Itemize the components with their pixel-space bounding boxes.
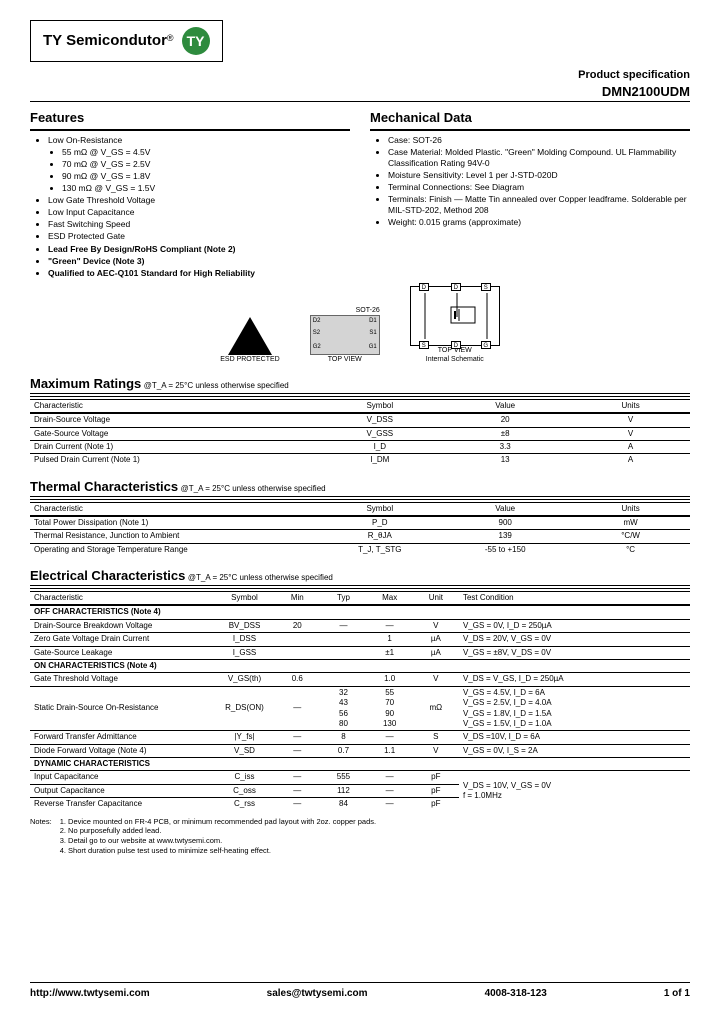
- note-item: 3. Detail go to our website at www.twtys…: [60, 836, 376, 846]
- table-row: Gate-Source LeakageI_GSS±1µAV_GS = ±8V, …: [30, 646, 690, 659]
- feature-item: Fast Switching Speed: [48, 219, 350, 230]
- part-number: DMN2100UDM: [30, 84, 690, 101]
- feature-item: Low Gate Threshold Voltage: [48, 195, 350, 206]
- table-row: Thermal Resistance, Junction to AmbientR…: [30, 530, 690, 543]
- table-group-header: ON CHARACTERISTICS (Note 4): [30, 659, 690, 672]
- page-footer: http://www.twtysemi.com sales@twtysemi.c…: [30, 982, 690, 1000]
- package-top-view: SOT-26 D1 S1 G1 D2 S2 G2 TOP VIEW: [310, 306, 380, 364]
- table-group-header: DYNAMIC CHARACTERISTICS: [30, 758, 690, 771]
- mech-item: Moisture Sensitivity: Level 1 per J-STD-…: [388, 170, 690, 181]
- product-spec-label: Product specification: [30, 68, 690, 82]
- features-section: Features Low On-Resistance 55 mΩ @ V_GS …: [30, 110, 350, 279]
- company-name: TY Semicondutor®: [43, 31, 174, 51]
- table-row: Forward Transfer Admittance|Y_fs|—8—SV_D…: [30, 731, 690, 744]
- feature-sub: 70 mΩ @ V_GS = 2.5V: [62, 159, 350, 170]
- note-item: 2. No purposefully added lead.: [60, 826, 376, 836]
- mech-item: Weight: 0.015 grams (approximate): [388, 217, 690, 228]
- mechanical-section: Mechanical Data Case: SOT-26 Case Materi…: [370, 110, 690, 279]
- feature-item: "Green" Device (Note 3): [48, 256, 350, 267]
- note-item: 4. Short duration pulse test used to min…: [60, 846, 376, 856]
- feature-item: Low On-Resistance: [48, 135, 350, 146]
- table-row: Gate Threshold VoltageV_GS(th)0.61.0VV_D…: [30, 673, 690, 686]
- table-row: Diode Forward Voltage (Note 4)V_SD—0.71.…: [30, 744, 690, 757]
- mech-item: Case: SOT-26: [388, 135, 690, 146]
- electrical-table: Characteristic Symbol Min Typ Max Unit T…: [30, 591, 690, 811]
- table-row: Input CapacitanceC_iss—555—pFV_DS = 10V,…: [30, 771, 690, 784]
- table-row: Static Drain-Source On-ResistanceR_DS(ON…: [30, 686, 690, 731]
- footer-email: sales@twtysemi.com: [267, 987, 368, 1000]
- feature-sub: 90 mΩ @ V_GS = 1.8V: [62, 171, 350, 182]
- max-ratings-section: Maximum Ratings @T_A = 25°C unless other…: [30, 376, 690, 467]
- thermal-section: Thermal Characteristics @T_A = 25°C unle…: [30, 479, 690, 556]
- package-images-row: ESD PROTECTED SOT-26 D1 S1 G1 D2 S2 G2 T…: [30, 286, 690, 364]
- table-row: Pulsed Drain Current (Note 1)I_DM13A: [30, 454, 690, 467]
- table-group-header: OFF CHARACTERISTICS (Note 4): [30, 605, 690, 619]
- table-row: Total Power Dissipation (Note 1)P_D900mW: [30, 516, 690, 530]
- feature-item: Low Input Capacitance: [48, 207, 350, 218]
- table-row: Operating and Storage Temperature RangeT…: [30, 543, 690, 556]
- max-ratings-table: Characteristic Symbol Value Units Drain-…: [30, 399, 690, 467]
- feature-item: Lead Free By Design/RoHS Compliant (Note…: [48, 244, 350, 255]
- company-logo-box: TY Semicondutor® TY: [30, 20, 223, 62]
- mech-item: Terminals: Finish — Matte Tin annealed o…: [388, 194, 690, 216]
- footer-url: http://www.twtysemi.com: [30, 987, 150, 1000]
- footer-page: 1 of 1: [664, 987, 690, 1000]
- feature-sub: 55 mΩ @ V_GS = 4.5V: [62, 147, 350, 158]
- note-item: 1. Device mounted on FR-4 PCB, or minimu…: [60, 817, 376, 827]
- table-row: Drain Current (Note 1)I_D3.3A: [30, 440, 690, 453]
- table-row: Drain-Source VoltageV_DSS20V: [30, 413, 690, 427]
- logo-icon: TY: [182, 27, 210, 55]
- features-title: Features: [30, 110, 350, 131]
- footer-phone: 4008-318-123: [485, 987, 547, 1000]
- notes-section: Notes: 1. Device mounted on FR-4 PCB, or…: [30, 817, 690, 856]
- feature-item: ESD Protected Gate: [48, 231, 350, 242]
- feature-item: Qualified to AEC-Q101 Standard for High …: [48, 268, 350, 279]
- electrical-section: Electrical Characteristics @T_A = 25°C u…: [30, 568, 690, 811]
- mech-item: Case Material: Molded Plastic. "Green" M…: [388, 147, 690, 169]
- feature-sub: 130 mΩ @ V_GS = 1.5V: [62, 183, 350, 194]
- table-row: Zero Gate Voltage Drain CurrentI_DSS1µAV…: [30, 633, 690, 646]
- esd-icon: ESD PROTECTED: [220, 317, 280, 364]
- thermal-table: Characteristic Symbol Value Units Total …: [30, 502, 690, 557]
- mech-item: Terminal Connections: See Diagram: [388, 182, 690, 193]
- mechanical-title: Mechanical Data: [370, 110, 690, 131]
- internal-schematic: D D S S D G TOP VIEW Internal Schematic: [410, 286, 500, 364]
- table-row: Gate-Source VoltageV_GSS±8V: [30, 427, 690, 440]
- product-header: Product specification DMN2100UDM: [30, 68, 690, 102]
- table-row: Drain-Source Breakdown VoltageBV_DSS20——…: [30, 619, 690, 632]
